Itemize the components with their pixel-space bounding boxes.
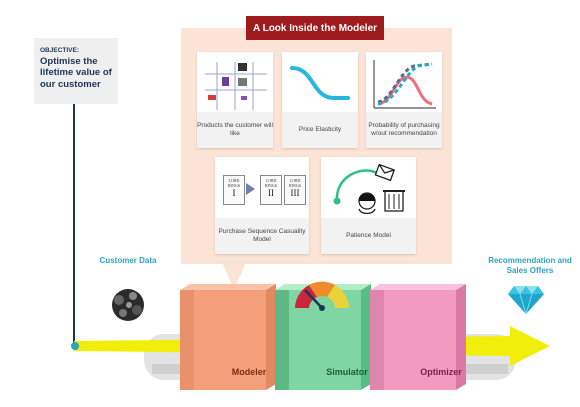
data-blob-icon <box>112 289 144 321</box>
elasticity-curve-icon <box>290 66 350 100</box>
book-2-top: LORD <box>265 178 277 183</box>
simulator-label: Simulator <box>326 367 368 377</box>
book-1-mid: RINGS <box>227 183 240 188</box>
modeler-label: Modeler <box>231 367 267 377</box>
book-2-icon: LORD RINGS II <box>260 175 282 205</box>
probability-curves-icon <box>373 60 436 109</box>
patience-model-icon <box>333 163 405 215</box>
book-3-top: LORD <box>289 178 301 183</box>
card-patience-model: Patience Model <box>321 157 416 254</box>
panel-pointer <box>222 262 246 290</box>
optimizer-box <box>370 284 466 390</box>
product-grid-icon <box>205 62 267 110</box>
card-price-elasticity: Price Elasticity <box>282 52 358 148</box>
card-price-caption: Price Elasticity <box>282 112 358 148</box>
modeler-box <box>180 284 276 390</box>
book-2-numeral: II <box>268 188 274 198</box>
book-3-icon: LORD RINGS III <box>284 175 306 205</box>
book-3-numeral: III <box>290 188 300 198</box>
card-products: Products the customer will like <box>197 52 273 148</box>
card-probability: Probability of purchasing w/out recommen… <box>366 52 442 148</box>
card-patience-caption: Patience Model <box>321 218 416 254</box>
card-purchase-sequence: LORD RINGS I LORD RINGS II LORD RINGS II… <box>215 157 309 254</box>
recommendation-label: Recommendation and Sales Offers <box>488 256 572 275</box>
card-products-caption: Products the customer will like <box>197 112 273 148</box>
objective-label: OBJECTIVE: <box>40 47 80 54</box>
gauge-icon <box>295 281 349 311</box>
customer-data-label: Customer Data <box>99 256 157 265</box>
book-1-numeral: I <box>232 188 236 198</box>
play-arrow-icon <box>246 183 255 195</box>
book-3-mid: RINGS <box>288 183 301 188</box>
objective-box: OBJECTIVE: Optimise the lifetime value o… <box>34 38 118 104</box>
optimizer-label: Optimizer <box>420 367 462 377</box>
diamond-icon <box>508 286 544 314</box>
card-sequence-caption: Purchase Sequence Casuality Model <box>215 218 309 254</box>
objective-text: Optimise the lifetime value of our custo… <box>40 56 112 90</box>
book-1-icon: LORD RINGS I <box>223 175 245 205</box>
person-icon <box>358 192 376 215</box>
trash-icon <box>383 190 405 212</box>
card-probability-caption: Probability of purchasing w/out recommen… <box>366 112 442 148</box>
objective-line <box>73 104 75 344</box>
panel-title: A Look Inside the Modeler <box>246 16 384 40</box>
book-2-mid: RINGS <box>264 183 277 188</box>
envelope-icon <box>374 163 396 182</box>
book-1-top: LORD <box>228 178 240 183</box>
